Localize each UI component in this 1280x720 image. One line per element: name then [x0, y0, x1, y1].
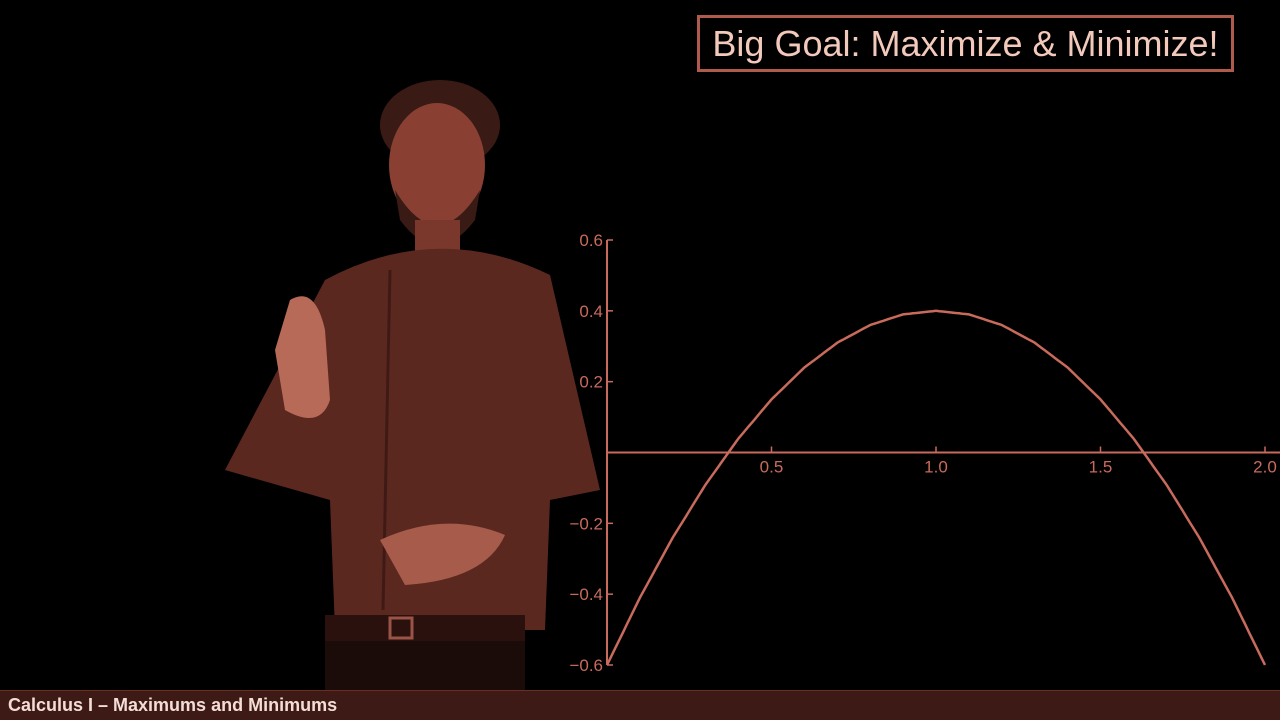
- y-tick-label: 0.2: [579, 373, 603, 392]
- function-curve: [605, 309, 1267, 666]
- footer-bar: Calculus I – Maximums and Minimums: [0, 690, 1280, 720]
- x-tick-label: 1.0: [924, 458, 948, 477]
- y-tick-label: 0.6: [579, 231, 603, 250]
- slide-title: Big Goal: Maximize & Minimize!: [712, 22, 1219, 64]
- y-tick-label: −0.2: [569, 514, 603, 533]
- function-plot: 0.5 1.0 1.5 2.0 0.6 0.4 0.2 −0.2 −0.4 −0.6: [560, 225, 1280, 690]
- x-tick-label: 2.0: [1253, 458, 1277, 477]
- presenter-silhouette-icon: [225, 80, 600, 690]
- presenter-figure: [205, 70, 625, 690]
- slide-title-box: Big Goal: Maximize & Minimize!: [697, 15, 1234, 72]
- x-tick-label: 0.5: [760, 458, 784, 477]
- y-tick-label: −0.6: [569, 656, 603, 675]
- plot-canvas: 0.5 1.0 1.5 2.0 0.6 0.4 0.2 −0.2 −0.4 −0.6: [569, 231, 1280, 675]
- y-tick-label: −0.4: [569, 585, 603, 604]
- footer-text: Calculus I – Maximums and Minimums: [8, 695, 338, 715]
- y-tick-label: 0.4: [579, 302, 603, 321]
- x-tick-label: 1.5: [1089, 458, 1113, 477]
